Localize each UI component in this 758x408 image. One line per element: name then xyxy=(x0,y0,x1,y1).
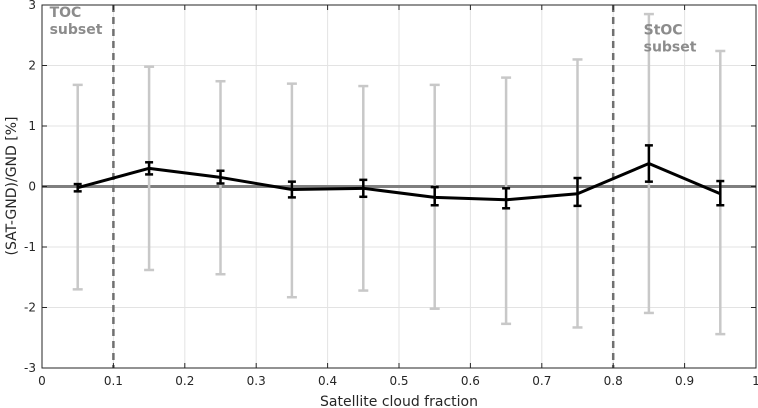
subset-annotation-text: TOC xyxy=(50,5,82,21)
mean-error-bar xyxy=(73,182,82,193)
y-tick-label: -3 xyxy=(24,361,36,375)
y-tick-label: -2 xyxy=(24,301,36,315)
y-tick-label: 1 xyxy=(28,119,36,133)
mean-error-bar xyxy=(644,144,653,183)
subset-annotation-text: subset xyxy=(644,39,697,55)
mean-error-bar xyxy=(430,185,439,207)
mean-series xyxy=(73,144,725,210)
axis-labels: Satellite cloud fraction (SAT-GND)/GND [… xyxy=(4,117,478,408)
mean-error-bar xyxy=(216,169,225,185)
x-tick-label: 0.8 xyxy=(604,374,623,388)
y-tick-label: 0 xyxy=(28,180,36,194)
x-tick-label: 0.1 xyxy=(104,374,123,388)
mean-error-bar xyxy=(145,161,154,176)
mean-line xyxy=(77,162,721,202)
x-tick-label: 0.5 xyxy=(389,374,408,388)
reference-lines xyxy=(42,5,756,368)
subset-annotation-text: StOC xyxy=(644,22,683,38)
mean-error-bar xyxy=(359,178,368,199)
x-tick-label: 0.6 xyxy=(461,374,480,388)
mean-error-bar xyxy=(287,180,296,199)
mean-error-bar xyxy=(716,179,725,207)
x-tick-label: 0.3 xyxy=(247,374,266,388)
y-axis-label: (SAT-GND)/GND [%] xyxy=(4,117,20,256)
y-tick-label: -1 xyxy=(24,240,36,254)
mean-error-bar xyxy=(502,187,511,210)
x-tick-label: 1 xyxy=(752,374,758,388)
x-axis-label: Satellite cloud fraction xyxy=(320,394,478,408)
mean-error-bar xyxy=(573,176,582,208)
x-tick-label: 0.7 xyxy=(532,374,551,388)
x-tick-label: 0.4 xyxy=(318,374,337,388)
x-tick-label: 0.2 xyxy=(175,374,194,388)
y-tick-label: 3 xyxy=(28,0,36,12)
x-tick-label: 0 xyxy=(38,374,46,388)
y-tick-label: 2 xyxy=(28,59,36,73)
subset-annotation-text: subset xyxy=(50,22,103,38)
axis-ticks: 0 0.1 0.2 0.3 0.4 0.5 0.6 0.7 0.8 0.9 1 -3 -2 -1 0 1 2 3 xyxy=(24,0,758,388)
x-tick-label: 0.9 xyxy=(675,374,694,388)
